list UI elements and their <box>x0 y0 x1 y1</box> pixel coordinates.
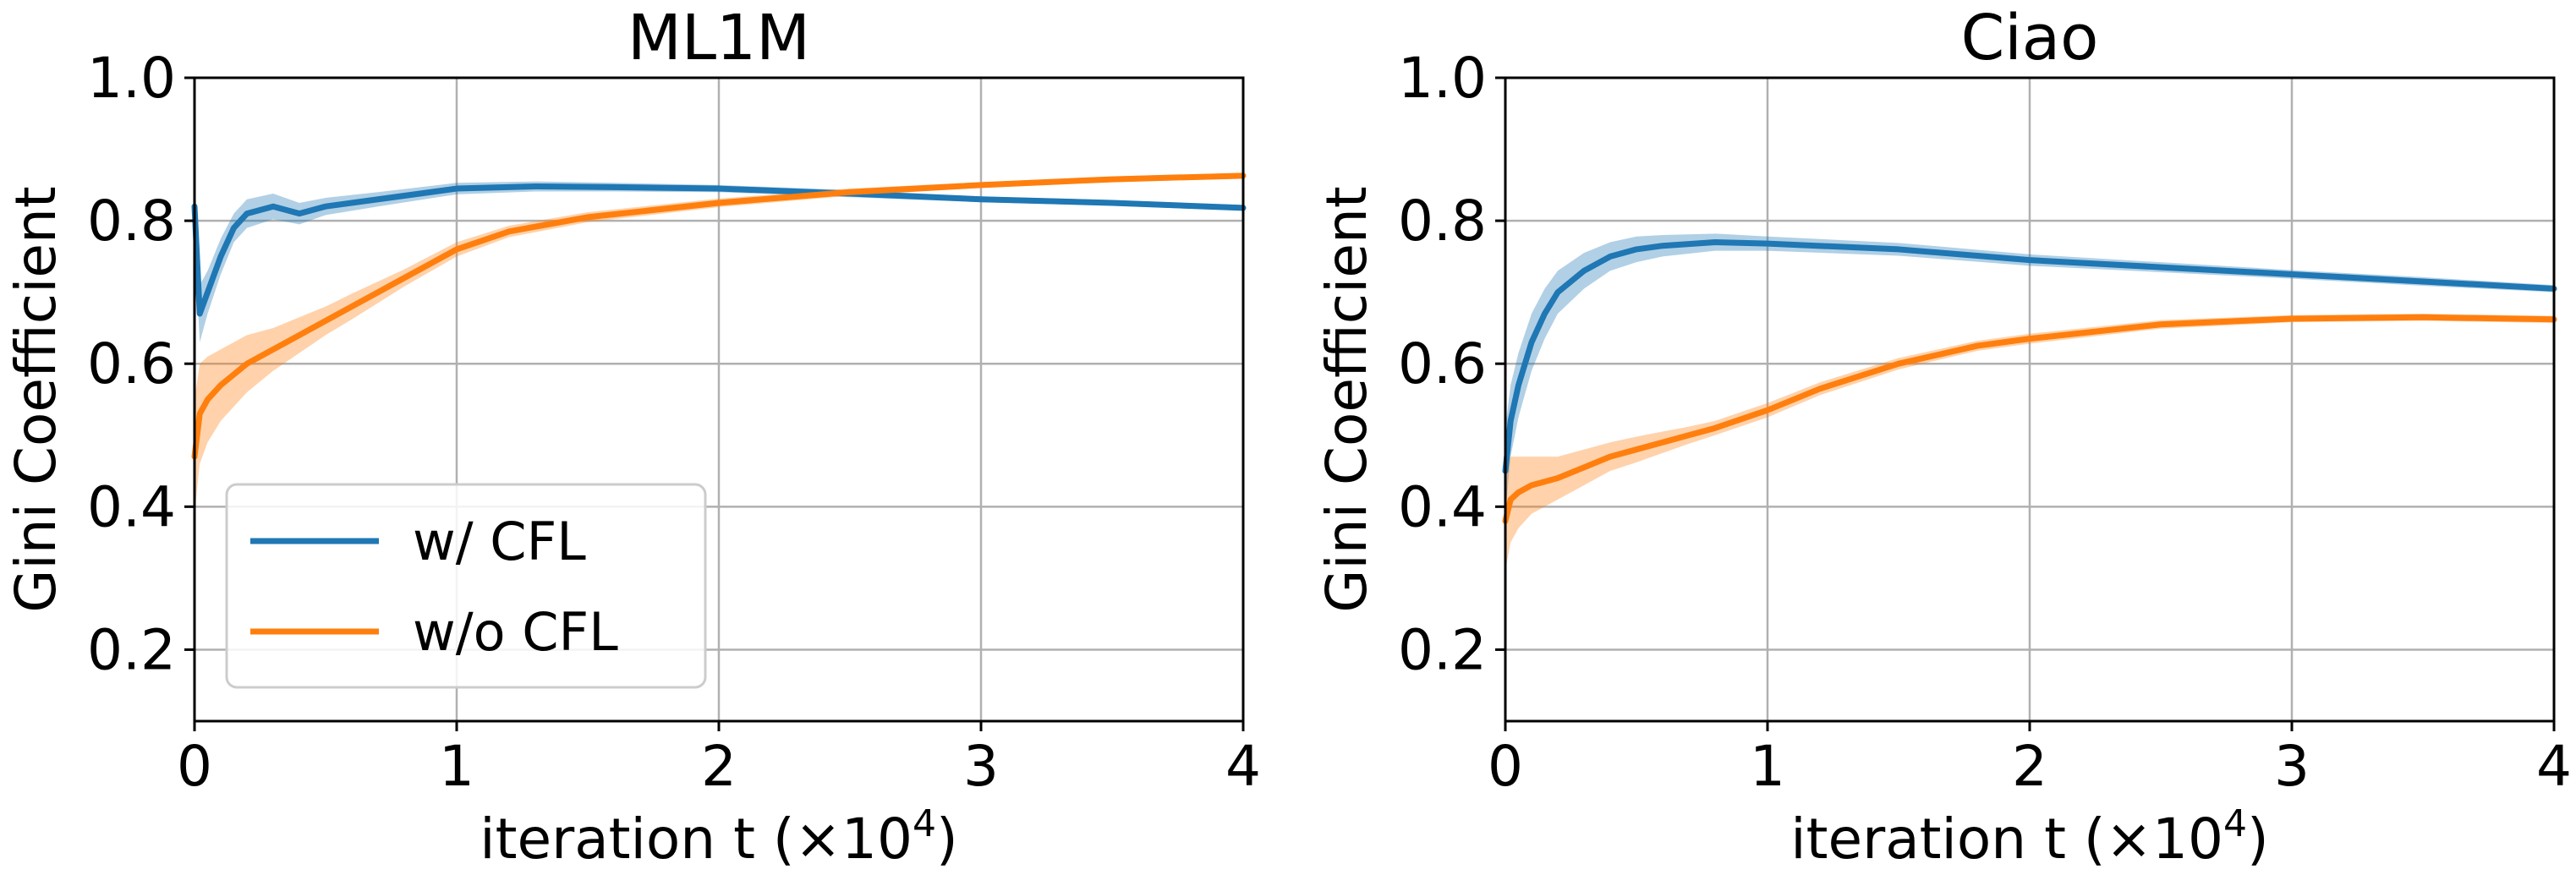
y-tick-label: 0.4 <box>87 474 176 539</box>
series-lines <box>1502 238 2557 524</box>
x-tick-label: 0 <box>177 734 212 799</box>
x-tick-label: 3 <box>2274 734 2310 799</box>
y-tick-label: 0.4 <box>1398 474 1487 539</box>
y-tick-label: 0.2 <box>1398 617 1487 682</box>
y-tick-label: 0.6 <box>87 331 176 396</box>
x-tick-label: 1 <box>1750 734 1785 799</box>
x-tick-label: 1 <box>439 734 474 799</box>
y-tick-label: 0.8 <box>1398 189 1487 254</box>
series-lines <box>191 172 1247 460</box>
chart-title: Ciao <box>1961 2 2099 74</box>
y-axis-label: Gini Coefficient <box>3 186 69 612</box>
legend-label-w-cfl: w/ CFL <box>413 511 586 572</box>
x-axis-label: iteration t (×104) <box>1790 802 2268 872</box>
line-w-o-cfl <box>1502 314 2557 524</box>
line-w-o-cfl <box>191 172 1247 460</box>
y-axis-label: Gini Coefficient <box>1314 186 1379 612</box>
x-axis-label-exponent: 4 <box>2223 802 2247 845</box>
x-tick-label: 3 <box>963 734 999 799</box>
tick-labels: 0 1 2 3 4 0.2 0.4 0.6 0.8 1.0 <box>87 46 1261 799</box>
chart-ciao: Ciao Gini Coefficient iteration t (×104)… <box>1314 2 2572 872</box>
legend-box <box>225 483 707 689</box>
x-axis-label-suffix: ) <box>2247 807 2269 872</box>
legend: w/ CFL w/o CFL <box>225 483 707 689</box>
x-tick-label: 4 <box>2536 734 2572 799</box>
tick-labels: 0 1 2 3 4 0.2 0.4 0.6 0.8 1.0 <box>1398 46 2572 799</box>
y-tick-label: 1.0 <box>1398 46 1487 111</box>
x-tick-label: 2 <box>701 734 737 799</box>
y-tick-label: 0.6 <box>1398 331 1487 396</box>
x-axis-label-text: iteration t (×10 <box>480 807 913 872</box>
x-tick-label: 0 <box>1488 734 1523 799</box>
line-w-cfl <box>1502 238 2557 474</box>
confidence-bands <box>1505 233 2554 571</box>
chart-title: ML1M <box>628 2 810 74</box>
y-tick-label: 0.8 <box>87 189 176 254</box>
x-axis-label-text: iteration t (×10 <box>1790 807 2223 872</box>
legend-label-wo-cfl: w/o CFL <box>413 601 618 663</box>
x-tick-label: 2 <box>2012 734 2047 799</box>
band-w-cfl <box>1505 233 2554 514</box>
grid <box>1504 76 2556 721</box>
y-tick-label: 1.0 <box>87 46 176 111</box>
chart-ml1m: ML1M Gini Coefficient iteration t (×104)… <box>3 2 1261 872</box>
x-axis-label-exponent: 4 <box>913 802 936 845</box>
x-axis-label: iteration t (×104) <box>480 802 957 872</box>
x-tick-label: 4 <box>1225 734 1261 799</box>
x-axis-label-suffix: ) <box>936 807 958 872</box>
line-w-cfl <box>191 183 1247 317</box>
y-tick-label: 0.2 <box>87 617 176 682</box>
